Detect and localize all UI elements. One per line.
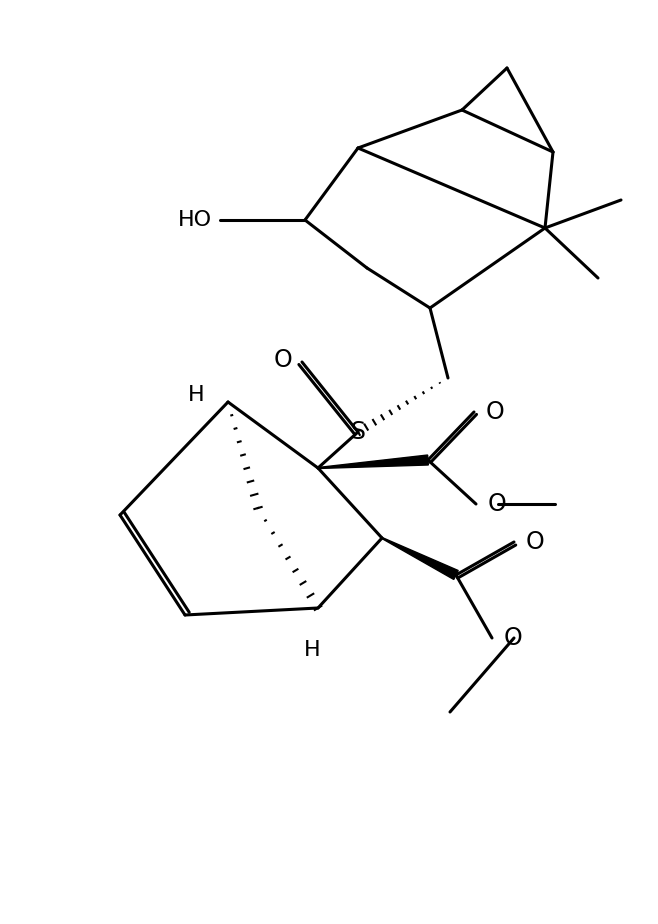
Text: O: O xyxy=(273,348,292,372)
Text: HO: HO xyxy=(178,210,212,230)
Text: O: O xyxy=(504,626,522,650)
Text: H: H xyxy=(304,640,320,660)
Polygon shape xyxy=(318,455,428,468)
Polygon shape xyxy=(382,538,458,579)
Text: O: O xyxy=(486,400,505,424)
Text: S: S xyxy=(351,420,365,444)
Text: O: O xyxy=(526,530,545,554)
Text: O: O xyxy=(488,492,507,516)
Text: H: H xyxy=(188,385,205,405)
